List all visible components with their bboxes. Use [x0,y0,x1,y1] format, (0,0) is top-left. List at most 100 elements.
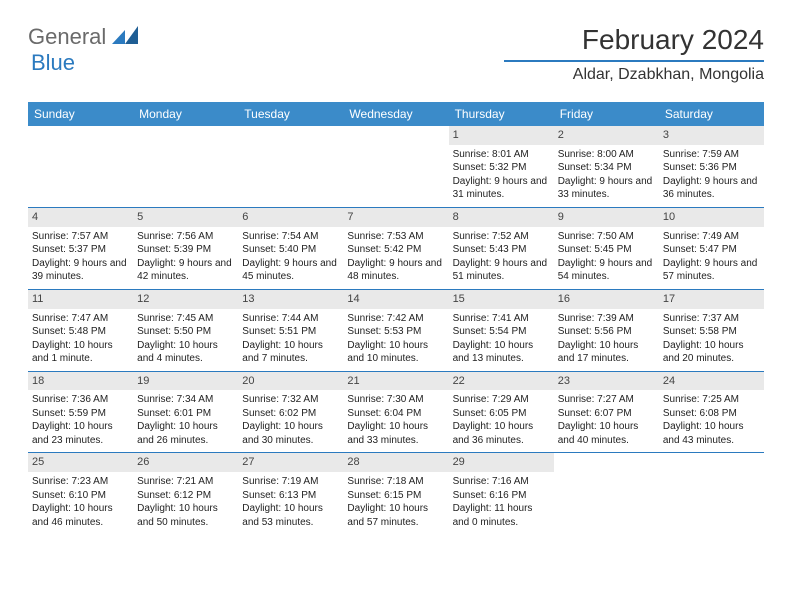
daylight-text: Daylight: 10 hours and 1 minute. [32,339,129,366]
date-number: 1 [449,126,554,145]
month-title: February 2024 [504,24,764,56]
date-number: 23 [554,372,659,391]
week-row: 1Sunrise: 8:01 AMSunset: 5:32 PMDaylight… [28,126,764,208]
daylight-text: Daylight: 10 hours and 7 minutes. [242,339,339,366]
calendar-cell: 8Sunrise: 7:52 AMSunset: 5:43 PMDaylight… [449,208,554,289]
calendar-cell: 11Sunrise: 7:47 AMSunset: 5:48 PMDayligh… [28,290,133,371]
day-info: Sunrise: 7:49 AMSunset: 5:47 PMDaylight:… [659,227,764,289]
day-info: Sunrise: 7:44 AMSunset: 5:51 PMDaylight:… [238,309,343,371]
calendar-cell [28,126,133,207]
logo-text-blue: Blue [31,50,75,76]
calendar-cell [659,453,764,534]
sunset-text: Sunset: 6:01 PM [137,407,234,421]
day-info: Sunrise: 7:32 AMSunset: 6:02 PMDaylight:… [238,390,343,452]
sunrise-text: Sunrise: 7:44 AM [242,312,339,326]
sunrise-text: Sunrise: 7:23 AM [32,475,129,489]
date-number: 11 [28,290,133,309]
date-number: 2 [554,126,659,145]
sunrise-text: Sunrise: 7:25 AM [663,393,760,407]
calendar-cell: 18Sunrise: 7:36 AMSunset: 5:59 PMDayligh… [28,372,133,453]
day-info: Sunrise: 8:01 AMSunset: 5:32 PMDaylight:… [449,145,554,207]
week-row: 11Sunrise: 7:47 AMSunset: 5:48 PMDayligh… [28,290,764,372]
daylight-text: Daylight: 9 hours and 57 minutes. [663,257,760,284]
date-number: 22 [449,372,554,391]
daylight-text: Daylight: 9 hours and 54 minutes. [558,257,655,284]
day-info: Sunrise: 7:29 AMSunset: 6:05 PMDaylight:… [449,390,554,452]
calendar-cell: 6Sunrise: 7:54 AMSunset: 5:40 PMDaylight… [238,208,343,289]
day-info: Sunrise: 7:50 AMSunset: 5:45 PMDaylight:… [554,227,659,289]
calendar-cell: 9Sunrise: 7:50 AMSunset: 5:45 PMDaylight… [554,208,659,289]
sunrise-text: Sunrise: 7:21 AM [137,475,234,489]
daylight-text: Daylight: 10 hours and 13 minutes. [453,339,550,366]
day-info: Sunrise: 7:36 AMSunset: 5:59 PMDaylight:… [28,390,133,452]
day-info: Sunrise: 7:21 AMSunset: 6:12 PMDaylight:… [133,472,238,534]
date-number: 25 [28,453,133,472]
sunset-text: Sunset: 6:02 PM [242,407,339,421]
day-header: Tuesday [238,102,343,126]
date-number: 12 [133,290,238,309]
day-header: Thursday [449,102,554,126]
sunset-text: Sunset: 6:04 PM [347,407,444,421]
daylight-text: Daylight: 10 hours and 50 minutes. [137,502,234,529]
day-info: Sunrise: 7:47 AMSunset: 5:48 PMDaylight:… [28,309,133,371]
date-number: 17 [659,290,764,309]
sunset-text: Sunset: 5:58 PM [663,325,760,339]
calendar-cell: 7Sunrise: 7:53 AMSunset: 5:42 PMDaylight… [343,208,448,289]
daylight-text: Daylight: 9 hours and 48 minutes. [347,257,444,284]
day-info: Sunrise: 7:56 AMSunset: 5:39 PMDaylight:… [133,227,238,289]
day-header: Wednesday [343,102,448,126]
day-info: Sunrise: 7:37 AMSunset: 5:58 PMDaylight:… [659,309,764,371]
sunrise-text: Sunrise: 7:57 AM [32,230,129,244]
date-number: 24 [659,372,764,391]
sunset-text: Sunset: 5:36 PM [663,161,760,175]
daylight-text: Daylight: 9 hours and 42 minutes. [137,257,234,284]
day-info: Sunrise: 7:34 AMSunset: 6:01 PMDaylight:… [133,390,238,452]
date-number: 26 [133,453,238,472]
day-header-row: Sunday Monday Tuesday Wednesday Thursday… [28,102,764,126]
day-info: Sunrise: 7:42 AMSunset: 5:53 PMDaylight:… [343,309,448,371]
sunrise-text: Sunrise: 7:34 AM [137,393,234,407]
day-info: Sunrise: 7:27 AMSunset: 6:07 PMDaylight:… [554,390,659,452]
daylight-text: Daylight: 10 hours and 23 minutes. [32,420,129,447]
sunrise-text: Sunrise: 7:32 AM [242,393,339,407]
sunrise-text: Sunrise: 7:47 AM [32,312,129,326]
calendar-cell: 1Sunrise: 8:01 AMSunset: 5:32 PMDaylight… [449,126,554,207]
sunrise-text: Sunrise: 7:50 AM [558,230,655,244]
daylight-text: Daylight: 10 hours and 40 minutes. [558,420,655,447]
calendar-cell: 28Sunrise: 7:18 AMSunset: 6:15 PMDayligh… [343,453,448,534]
sunset-text: Sunset: 6:08 PM [663,407,760,421]
calendar-cell: 26Sunrise: 7:21 AMSunset: 6:12 PMDayligh… [133,453,238,534]
date-number: 13 [238,290,343,309]
daylight-text: Daylight: 9 hours and 39 minutes. [32,257,129,284]
calendar-cell [554,453,659,534]
sunset-text: Sunset: 6:10 PM [32,489,129,503]
date-number: 14 [343,290,448,309]
date-number: 19 [133,372,238,391]
calendar-cell: 15Sunrise: 7:41 AMSunset: 5:54 PMDayligh… [449,290,554,371]
weeks-container: 1Sunrise: 8:01 AMSunset: 5:32 PMDaylight… [28,126,764,534]
sunrise-text: Sunrise: 8:01 AM [453,148,550,162]
day-header: Monday [133,102,238,126]
sunrise-text: Sunrise: 7:45 AM [137,312,234,326]
sunrise-text: Sunrise: 7:30 AM [347,393,444,407]
sunrise-text: Sunrise: 7:52 AM [453,230,550,244]
calendar-cell: 3Sunrise: 7:59 AMSunset: 5:36 PMDaylight… [659,126,764,207]
day-info: Sunrise: 7:59 AMSunset: 5:36 PMDaylight:… [659,145,764,207]
calendar-cell: 10Sunrise: 7:49 AMSunset: 5:47 PMDayligh… [659,208,764,289]
calendar: Sunday Monday Tuesday Wednesday Thursday… [28,102,764,534]
daylight-text: Daylight: 11 hours and 0 minutes. [453,502,550,529]
sunrise-text: Sunrise: 7:27 AM [558,393,655,407]
calendar-cell: 14Sunrise: 7:42 AMSunset: 5:53 PMDayligh… [343,290,448,371]
daylight-text: Daylight: 9 hours and 36 minutes. [663,175,760,202]
calendar-cell [238,126,343,207]
day-info: Sunrise: 7:39 AMSunset: 5:56 PMDaylight:… [554,309,659,371]
day-info: Sunrise: 7:41 AMSunset: 5:54 PMDaylight:… [449,309,554,371]
day-info: Sunrise: 7:23 AMSunset: 6:10 PMDaylight:… [28,472,133,534]
sunset-text: Sunset: 5:42 PM [347,243,444,257]
daylight-text: Daylight: 9 hours and 51 minutes. [453,257,550,284]
daylight-text: Daylight: 10 hours and 57 minutes. [347,502,444,529]
sunrise-text: Sunrise: 7:37 AM [663,312,760,326]
daylight-text: Daylight: 10 hours and 33 minutes. [347,420,444,447]
date-number: 4 [28,208,133,227]
daylight-text: Daylight: 10 hours and 4 minutes. [137,339,234,366]
